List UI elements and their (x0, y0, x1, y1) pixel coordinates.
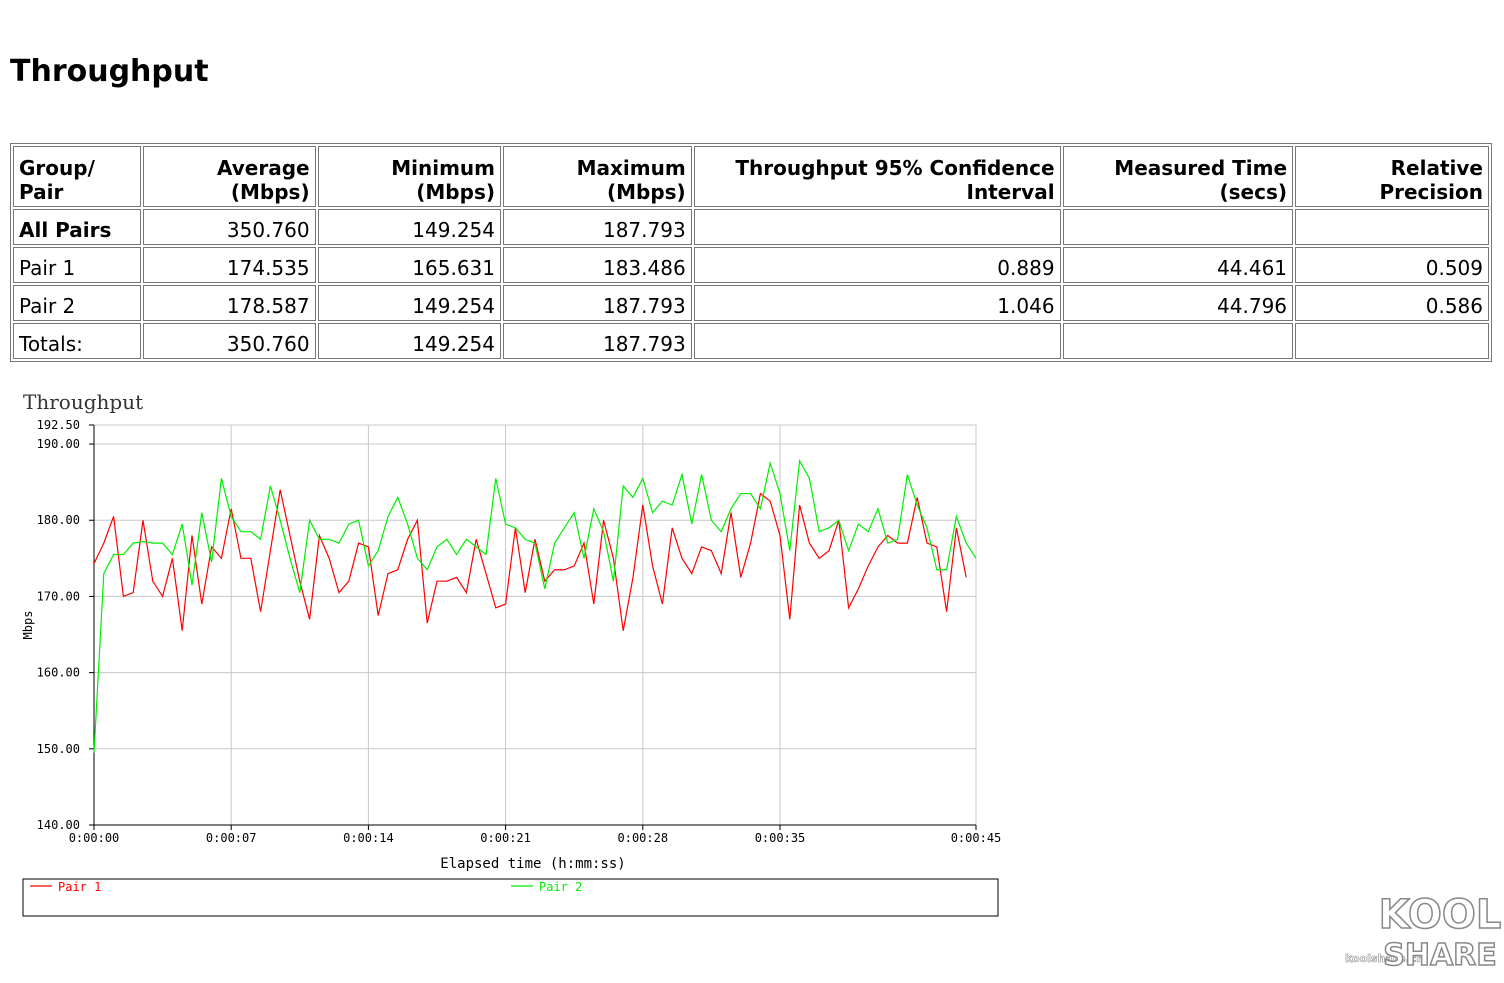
y-tick-label: 150.00 (37, 742, 80, 756)
table-cell: 149.254 (317, 209, 501, 245)
table-cell (1295, 323, 1489, 359)
header-cell: Average (Mbps) (143, 146, 316, 207)
series-line (93, 489, 967, 631)
y-tick-label: 192.50 (37, 418, 80, 432)
table-cell (1295, 209, 1489, 245)
y-tick-label: 180.00 (37, 513, 80, 527)
y-tick-label: 140.00 (37, 818, 80, 832)
header-row: Group/ Pair Average (Mbps) Minimum (Mbps) M… (13, 146, 1489, 207)
header-cell: Minimum (Mbps) (317, 146, 501, 207)
table-cell: 44.796 (1062, 285, 1294, 321)
x-tick-label: 0:00:07 (206, 831, 257, 845)
y-axis-label: Mbps (21, 611, 35, 640)
table-cell: Pair 1 (13, 247, 142, 283)
legend-label: Pair 2 (539, 880, 582, 894)
legend-box (22, 878, 999, 917)
table-cell: 350.760 (143, 209, 316, 245)
page-title: Throughput (10, 54, 209, 89)
table-cell: 149.254 (317, 323, 501, 359)
table-cell: 149.254 (317, 285, 501, 321)
table-cell (1062, 323, 1294, 359)
x-tick-label: 0:00:35 (755, 831, 806, 845)
table-row: Totals: 350.760 149.254 187.793 (13, 323, 1489, 359)
y-tick-label: 170.00 (37, 589, 80, 603)
table-cell (693, 209, 1061, 245)
table-cell (693, 323, 1061, 359)
header-cell: Measured Time (secs) (1062, 146, 1294, 207)
table-cell: Pair 2 (13, 285, 142, 321)
table-cell: 174.535 (143, 247, 316, 283)
table-cell: 1.046 (693, 285, 1061, 321)
chart-title: Throughput (23, 390, 143, 414)
table-cell: 187.793 (503, 209, 692, 245)
x-axis-label: Elapsed time (h:mm:ss) (440, 856, 625, 872)
table-cell: 165.631 (317, 247, 501, 283)
x-tick-label: 0:00:45 (951, 831, 1002, 845)
results-table: Group/ Pair Average (Mbps) Minimum (Mbps) M… (10, 143, 1492, 362)
watermark-site: koolshare.cn (1345, 952, 1424, 965)
x-tick-label: 0:00:28 (618, 831, 669, 845)
table-row: Pair 1 174.535 165.631 183.486 0.889 44.461 0.… (13, 247, 1489, 283)
table-cell (1062, 209, 1294, 245)
plot-area (93, 424, 977, 826)
header-cell: Relative Precision (1295, 146, 1489, 207)
watermark-logo: SHARE (1383, 938, 1497, 973)
table-cell: 0.586 (1295, 285, 1489, 321)
table-cell: 178.587 (143, 285, 316, 321)
table-cell: 44.461 (1062, 247, 1294, 283)
table-cell: Totals: (13, 323, 142, 359)
header-cell: Group/ Pair (13, 146, 142, 207)
header-cell: Maximum (Mbps) (503, 146, 692, 207)
watermark-logo: KOOL (1379, 892, 1502, 938)
table-cell: All Pairs (13, 209, 142, 245)
table-cell: 187.793 (503, 323, 692, 359)
table-cell: 187.793 (503, 285, 692, 321)
x-tick-label: 0:00:21 (480, 831, 531, 845)
table-cell: 0.889 (693, 247, 1061, 283)
x-tick-label: 0:00:00 (69, 831, 120, 845)
header-cell: Throughput 95% Confidence Interval (693, 146, 1061, 207)
table-row: All Pairs 350.760 149.254 187.793 (13, 209, 1489, 245)
legend-label: Pair 1 (58, 880, 101, 894)
table-cell: 350.760 (143, 323, 316, 359)
table-cell: 183.486 (503, 247, 692, 283)
table-cell: 0.509 (1295, 247, 1489, 283)
x-tick-label: 0:00:14 (343, 831, 394, 845)
table-row: Pair 2 178.587 149.254 187.793 1.046 44.796 0.… (13, 285, 1489, 321)
series-line (93, 458, 977, 753)
y-tick-label: 190.00 (37, 437, 80, 451)
y-tick-label: 160.00 (37, 666, 80, 680)
